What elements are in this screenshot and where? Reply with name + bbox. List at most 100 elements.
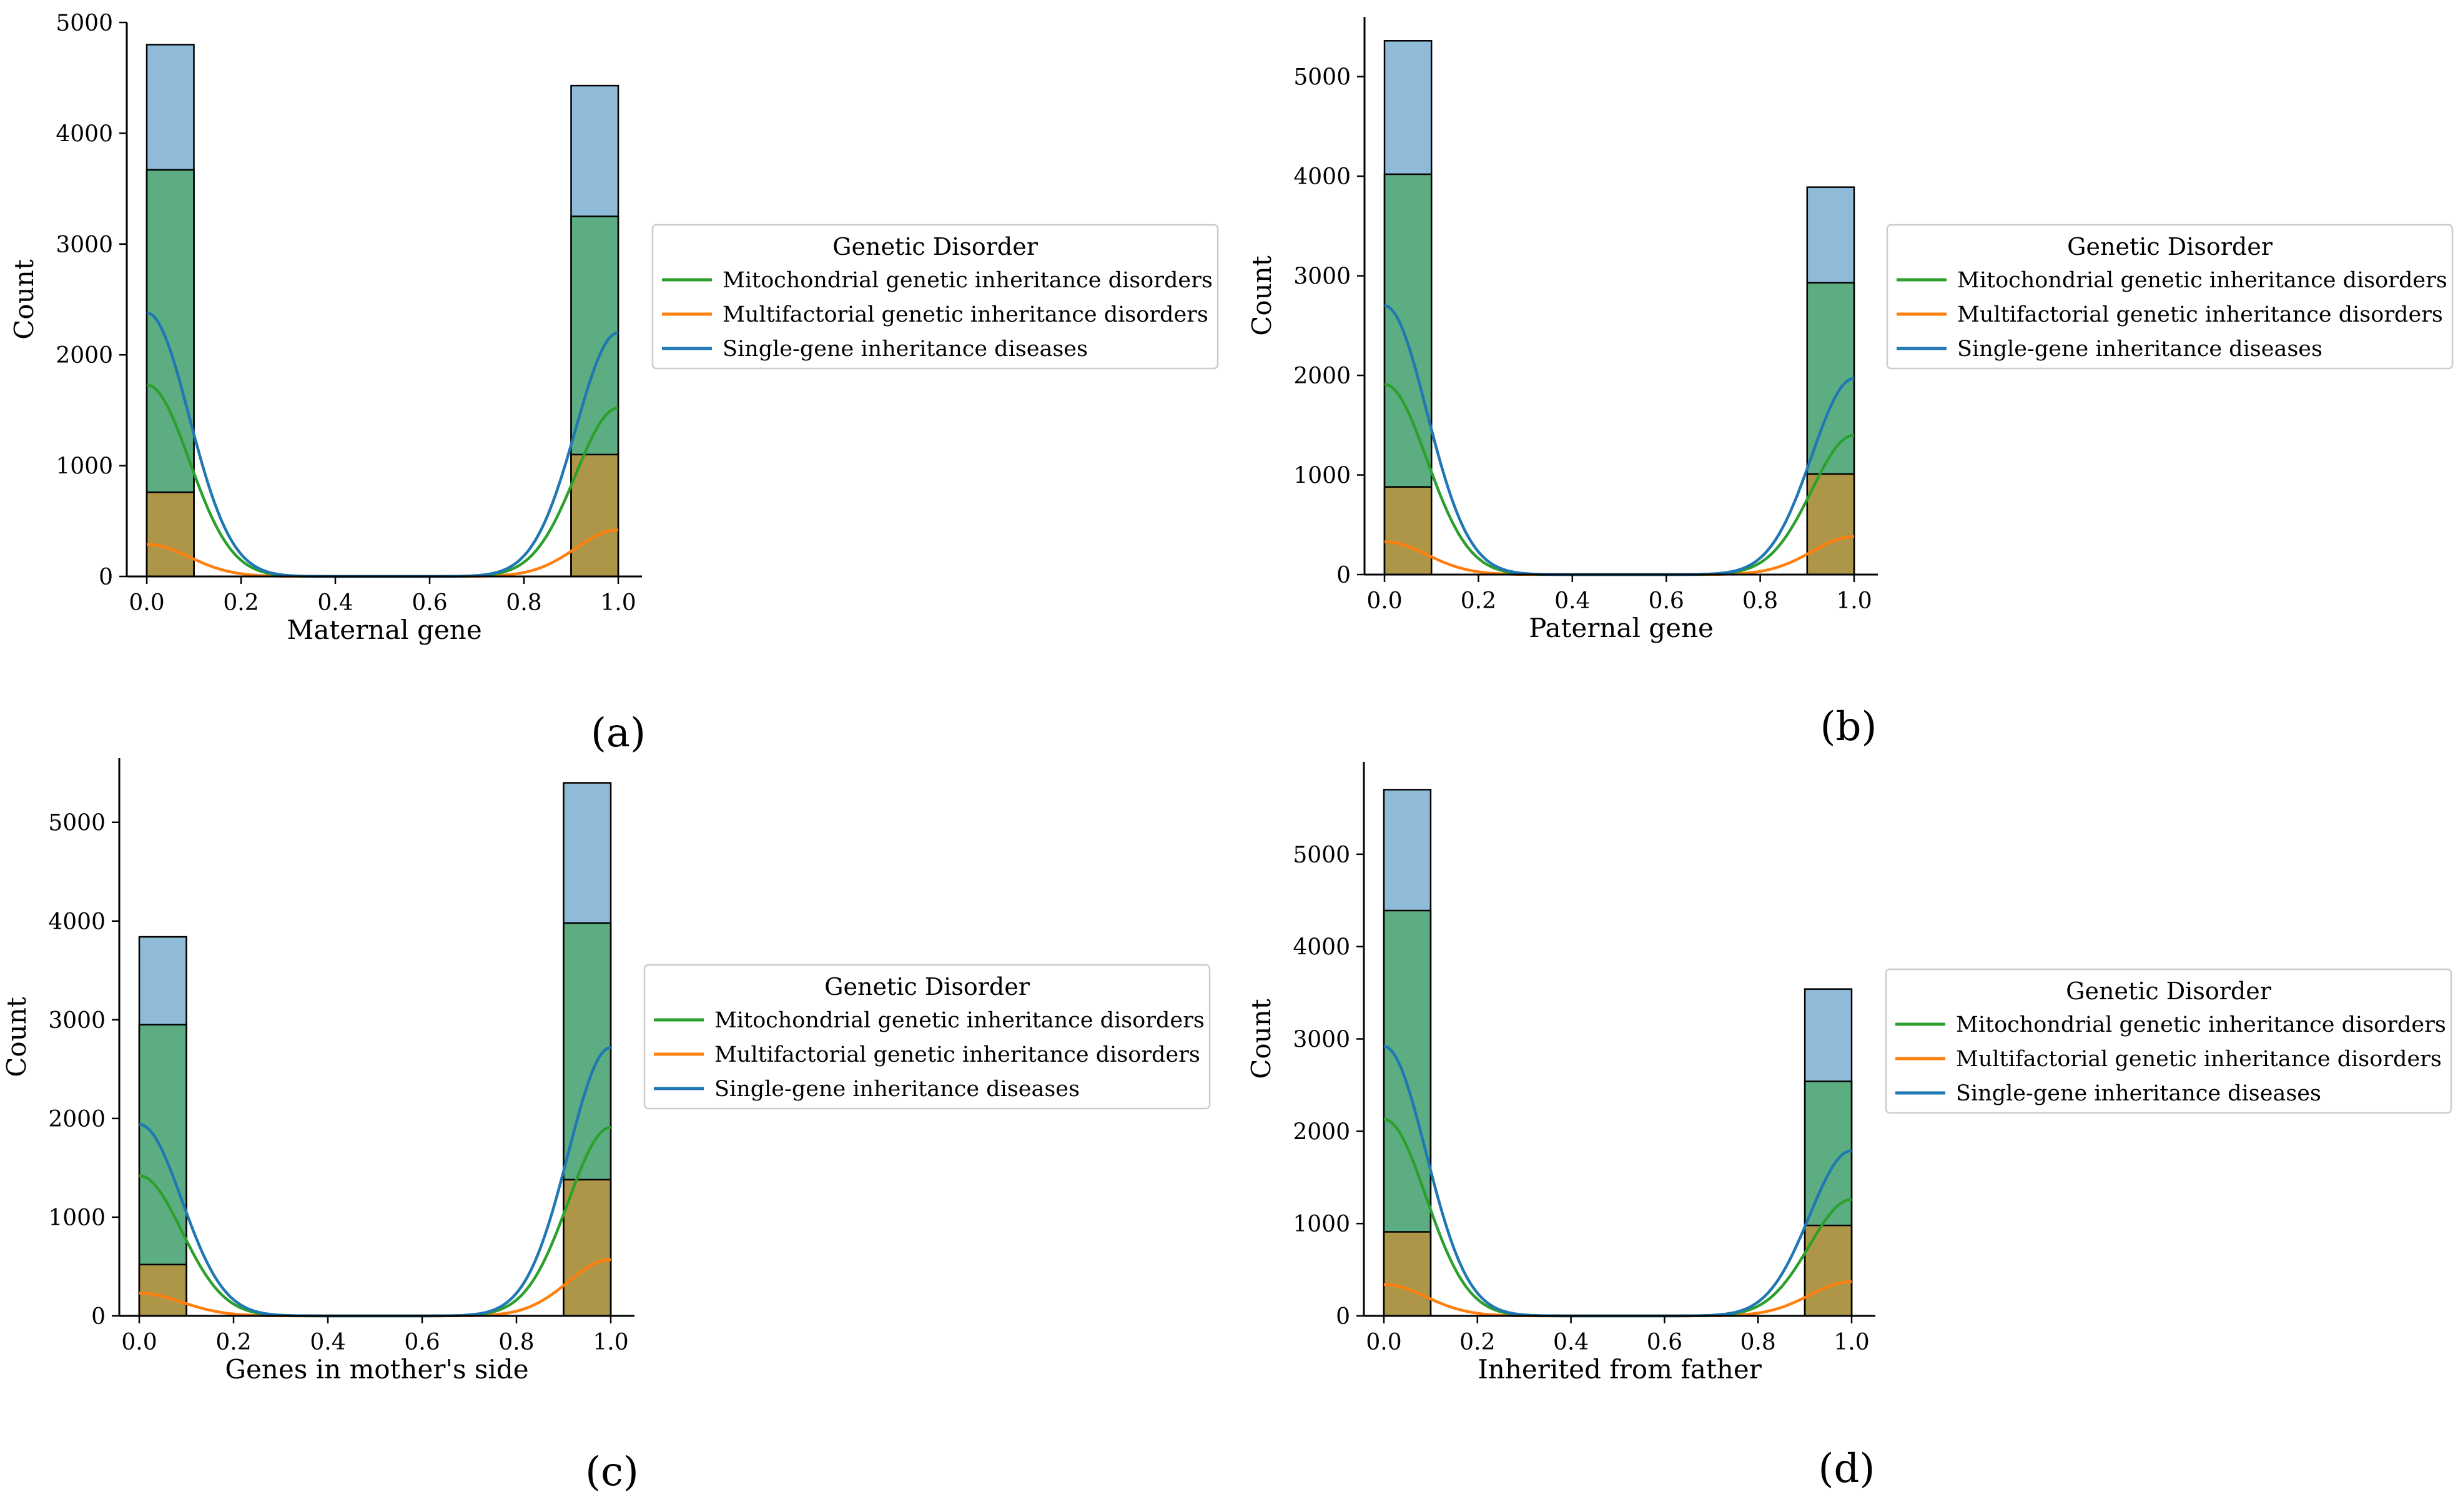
legend-entry: Mitochondrial genetic inheritance disord… xyxy=(1956,1012,2446,1037)
y-tick-label: 1000 xyxy=(1293,463,1351,489)
y-tick-label: 5000 xyxy=(48,811,106,836)
y-tick-label: 3000 xyxy=(48,1008,106,1034)
bar-multi-bin-2 xyxy=(1806,473,1855,576)
x-tick-label: 0.2 xyxy=(1461,588,1496,614)
y-axis-label: Count xyxy=(1,997,32,1077)
panel-label: (b) xyxy=(1820,704,1877,750)
y-tick-label: 0 xyxy=(1336,1304,1350,1330)
x-axis-label: Inherited from father xyxy=(1478,1354,1762,1385)
y-tick-label: 1000 xyxy=(48,1205,106,1231)
bar-multi-bin-1 xyxy=(1383,1231,1432,1317)
y-tick-label: 4000 xyxy=(56,121,113,147)
y-tick-label: 5000 xyxy=(1293,842,1350,868)
x-tick-label: 0.0 xyxy=(129,590,164,616)
kde-curve-single xyxy=(139,1045,611,1318)
x-tick-label: 1.0 xyxy=(593,1330,628,1355)
x-tick-label: 0.6 xyxy=(412,590,447,616)
y-axis-label: Count xyxy=(1246,255,1277,336)
legend-entry: Mitochondrial genetic inheritance disord… xyxy=(723,268,1213,293)
bar-multi-bin-2 xyxy=(570,453,619,578)
kde-curve-single xyxy=(1383,1045,1852,1318)
bar-multi-bin-2 xyxy=(563,1178,612,1317)
legend-entry: Multifactorial genetic inheritance disor… xyxy=(723,302,1208,327)
x-tick-label: 0.8 xyxy=(1740,1330,1776,1355)
y-tick-label: 4000 xyxy=(1293,164,1351,190)
x-tick-label: 0.0 xyxy=(121,1330,157,1355)
legend-box xyxy=(1886,224,2454,370)
x-tick-label: 1.0 xyxy=(600,590,636,616)
legend: Genetic Disorder Mitochondrial genetic in… xyxy=(643,964,1211,1110)
legend-entry: Multifactorial genetic inheritance disor… xyxy=(1956,1047,2442,1072)
x-tick-label: 0.0 xyxy=(1366,588,1402,614)
x-tick-label: 0.2 xyxy=(1459,1330,1495,1355)
y-tick-label: 3000 xyxy=(56,232,113,258)
legend-entry: Single-gene inheritance diseases xyxy=(723,337,1088,362)
legend-entry: Multifactorial genetic inheritance disor… xyxy=(1957,302,2443,327)
kde-curve-single xyxy=(1384,304,1855,576)
chart-panel-3: 0.0 0.2 0.4 0.6 0.8 1.0 0 1000 2000 3000 4000 5000 G… xyxy=(1,758,1211,1495)
legend-title: Genetic Disorder xyxy=(832,233,1039,260)
y-tick-label: 2000 xyxy=(1293,363,1351,389)
x-tick-label: 0.4 xyxy=(317,590,353,616)
legend-title: Genetic Disorder xyxy=(2066,977,2272,1005)
legend-entry: Mitochondrial genetic inheritance disord… xyxy=(714,1008,1205,1033)
legend: Genetic Disorder Mitochondrial genetic in… xyxy=(1886,224,2454,370)
y-tick-label: 2000 xyxy=(48,1107,106,1132)
bar-multi-bin-1 xyxy=(138,1263,187,1317)
kde-curve-mito xyxy=(1384,383,1855,576)
legend-entry: Single-gene inheritance diseases xyxy=(714,1077,1080,1102)
legend-box xyxy=(643,964,1211,1110)
bar-multi-bin-1 xyxy=(146,491,195,578)
x-tick-label: 0.4 xyxy=(1554,588,1590,614)
kde-curve-mito xyxy=(139,1125,611,1318)
x-tick-label: 0.2 xyxy=(215,1330,251,1355)
chart-panel-2: 0.0 0.2 0.4 0.6 0.8 1.0 0 1000 2000 3000 4000 5000 P… xyxy=(1246,17,2454,750)
bar-multi-bin-1 xyxy=(1383,486,1433,576)
legend-box xyxy=(1885,968,2452,1114)
y-tick-label: 2000 xyxy=(1293,1119,1350,1145)
y-tick-label: 0 xyxy=(99,565,113,590)
x-tick-label: 0.0 xyxy=(1366,1330,1401,1355)
panel-label: (d) xyxy=(1819,1446,1875,1492)
kde-curve-mito xyxy=(146,383,619,578)
x-tick-label: 0.6 xyxy=(404,1330,440,1355)
legend-title: Genetic Disorder xyxy=(824,973,1030,1001)
x-tick-label: 0.6 xyxy=(1647,1330,1682,1355)
legend-title: Genetic Disorder xyxy=(2067,233,2273,260)
x-tick-label: 0.8 xyxy=(498,1330,534,1355)
x-tick-label: 1.0 xyxy=(1834,1330,1869,1355)
y-tick-label: 4000 xyxy=(1293,935,1350,961)
chart-panel-1: 0.0 0.2 0.4 0.6 0.8 1.0 0 1000 2000 3000 4000 5000 M… xyxy=(9,11,1219,756)
y-tick-label: 4000 xyxy=(48,909,106,935)
x-tick-label: 0.4 xyxy=(1553,1330,1589,1355)
x-tick-label: 1.0 xyxy=(1836,588,1872,614)
kde-curve-multi xyxy=(1384,535,1855,576)
x-tick-label: 0.6 xyxy=(1649,588,1684,614)
legend: Genetic Disorder Mitochondrial genetic in… xyxy=(1885,968,2452,1114)
legend: Genetic Disorder Mitochondrial genetic in… xyxy=(651,224,1219,370)
x-axis-label: Genes in mother's side xyxy=(225,1354,528,1385)
x-tick-label: 0.2 xyxy=(223,590,259,616)
x-tick-label: 0.8 xyxy=(1742,588,1778,614)
y-tick-label: 5000 xyxy=(1293,65,1351,91)
y-tick-label: 1000 xyxy=(56,454,113,480)
panel-label: (c) xyxy=(585,1449,639,1495)
y-tick-label: 2000 xyxy=(56,343,113,368)
y-tick-label: 1000 xyxy=(1293,1212,1350,1237)
chart-panel-4: 0.0 0.2 0.4 0.6 0.8 1.0 0 1000 2000 3000 4000 5000 I… xyxy=(1246,762,2452,1492)
kde-curve-mito xyxy=(1383,1117,1852,1318)
y-tick-label: 3000 xyxy=(1293,1027,1350,1053)
x-tick-label: 0.8 xyxy=(506,590,541,616)
y-tick-label: 5000 xyxy=(56,11,113,36)
y-tick-label: 0 xyxy=(1336,563,1351,588)
legend-box xyxy=(651,224,1219,370)
y-axis-label: Count xyxy=(9,259,39,340)
x-tick-label: 0.4 xyxy=(310,1330,345,1355)
legend-entry: Multifactorial genetic inheritance disor… xyxy=(714,1042,1200,1067)
y-axis-label: Count xyxy=(1246,999,1276,1079)
x-axis-label: Paternal gene xyxy=(1529,613,1714,643)
legend-entry: Single-gene inheritance diseases xyxy=(1956,1081,2321,1106)
x-axis-label: Maternal gene xyxy=(287,615,481,645)
panel-label: (a) xyxy=(591,710,646,756)
